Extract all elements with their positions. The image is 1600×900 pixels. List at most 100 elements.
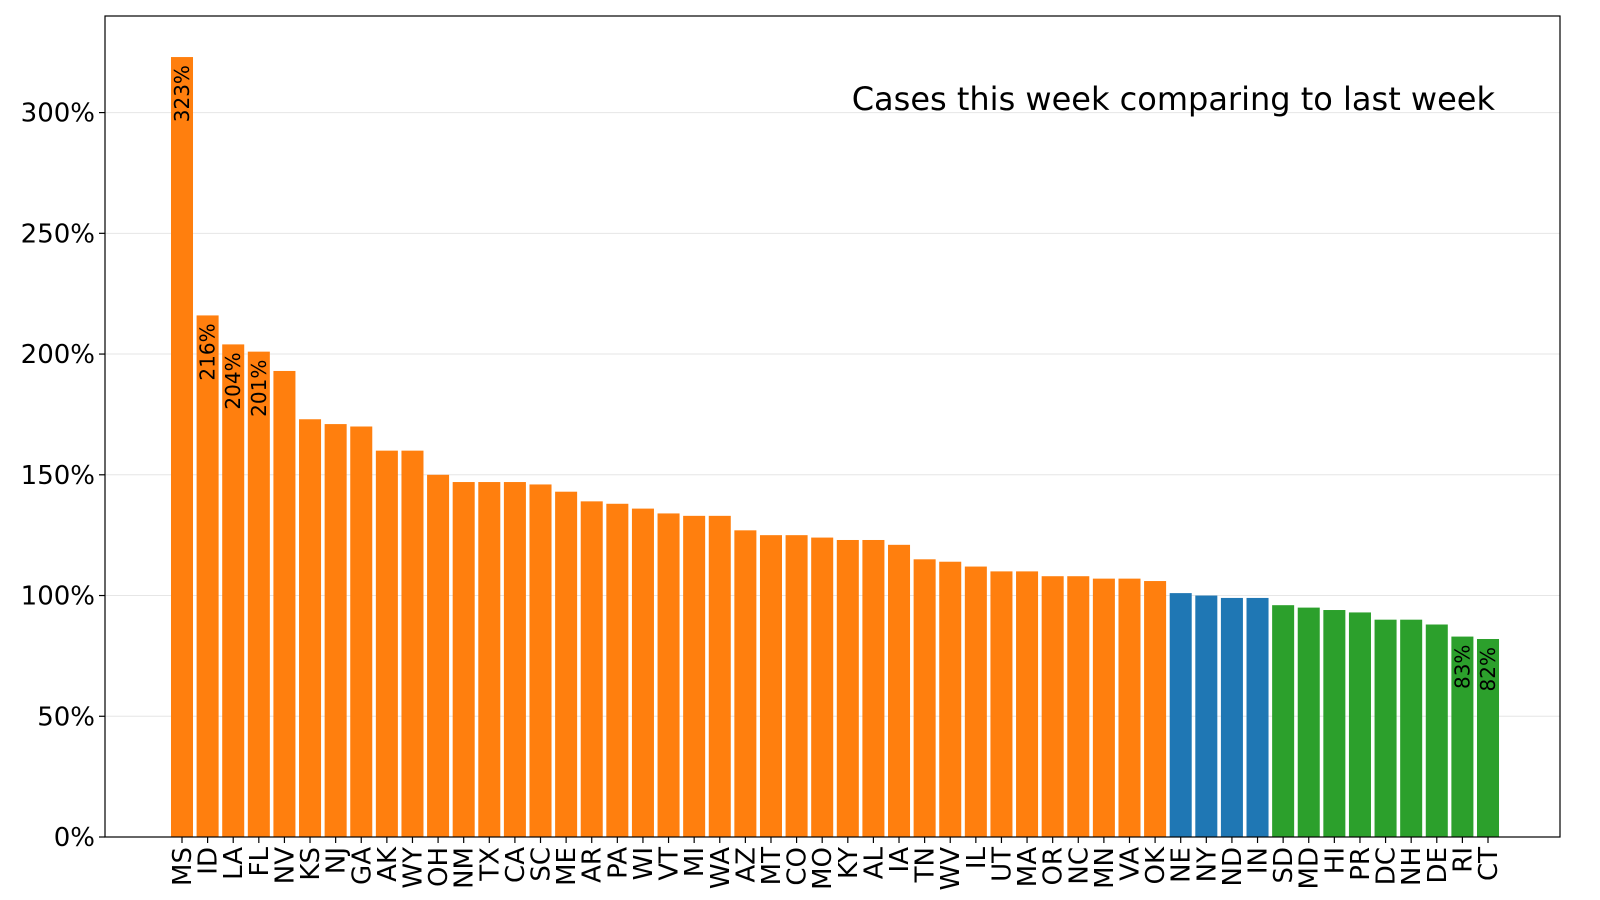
x-tick-label-ks: KS (296, 847, 326, 881)
bar-value-label: 204% (221, 352, 245, 409)
bar-nm (452, 482, 475, 837)
bar-ga (350, 426, 373, 837)
bar-wv (939, 561, 962, 837)
x-tick-label-nd: ND (1218, 847, 1248, 886)
bar-oh (427, 474, 450, 837)
bar-value-label: 201% (247, 360, 271, 417)
bar-value-labels: 323% 216%204% 201% 83% 82% (170, 65, 1500, 691)
y-tick-label: 0% (54, 823, 95, 853)
bar-pr (1348, 612, 1371, 837)
x-tick-label-ok: OK (1141, 846, 1171, 884)
bar-dc (1374, 619, 1397, 837)
bar-al (862, 539, 885, 837)
y-tick-label: 100% (21, 582, 95, 612)
x-tick-label-il: IL (962, 846, 992, 869)
chart-title: Cases this week comparing to last week (852, 80, 1496, 118)
bar-ia (888, 544, 911, 837)
bar-sc (529, 484, 552, 837)
bar-ky (836, 539, 859, 837)
x-tick-label-wy: WY (398, 847, 428, 889)
bar-value-label: 216% (196, 323, 220, 380)
x-tick-label-mi: MI (680, 847, 710, 877)
bar-ri (1451, 636, 1474, 837)
bar-me (555, 491, 578, 837)
x-tick-label-va: VA (1115, 847, 1145, 881)
x-tick-label-ar: AR (578, 847, 608, 883)
bar-mi (683, 515, 706, 837)
x-tick-label-mn: MN (1090, 847, 1120, 889)
x-tick-label-de: DE (1423, 847, 1453, 883)
bar-ct (1476, 638, 1500, 837)
plot-frame (104, 15, 1561, 838)
x-tick-label-ma: MA (1013, 847, 1043, 887)
bar-value-label: 323% (170, 65, 194, 122)
bar-vt (657, 513, 680, 837)
bar-pa (606, 503, 629, 837)
y-tick-label: 150% (21, 461, 95, 491)
y-axis-ticks: 0% 50% 100% 150% 200% 250% 300% (21, 99, 105, 853)
x-tick-label-me: ME (552, 847, 582, 886)
bar-fl (247, 351, 270, 837)
x-tick-label-ri: RI (1448, 847, 1478, 873)
x-tick-label-ga: GA (347, 847, 377, 885)
y-tick-label: 250% (21, 219, 95, 249)
bar-wa (708, 515, 731, 837)
bar-de (1425, 624, 1448, 837)
bar-nj (324, 424, 347, 837)
x-tick-label-sc: SC (527, 847, 557, 882)
bar-az (734, 530, 757, 837)
bar-sd (1272, 605, 1295, 837)
x-tick-label-id: ID (194, 847, 224, 875)
bar-ma (1016, 571, 1039, 837)
x-tick-label-ny: NY (1192, 847, 1222, 882)
x-tick-label-nv: NV (270, 847, 300, 884)
bars (170, 57, 1500, 838)
bar-id (196, 315, 219, 837)
bar-nd (1220, 597, 1243, 837)
x-tick-label-nc: NC (1064, 847, 1094, 885)
x-tick-label-wa: WA (706, 847, 736, 889)
bar-hi (1323, 610, 1346, 837)
x-tick-label-nm: NM (450, 847, 480, 889)
x-tick-label-ky: KY (834, 847, 864, 879)
x-tick-label-co: CO (783, 847, 813, 886)
x-tick-label-ct: CT (1474, 847, 1504, 881)
bar-ne (1169, 593, 1192, 837)
bar-ny (1195, 595, 1218, 837)
x-tick-label-tn: TN (911, 847, 941, 883)
x-tick-label-nh: NH (1397, 847, 1427, 886)
x-tick-label-sd: SD (1269, 847, 1299, 884)
bar-mn (1092, 578, 1115, 837)
bar-value-label: 83% (1450, 645, 1474, 689)
x-tick-label-az: AZ (731, 847, 761, 883)
bar-wi (631, 508, 654, 837)
bar-ca (503, 482, 526, 837)
bar-co (785, 535, 808, 837)
bar-wy (401, 450, 424, 837)
x-tick-label-hi: HI (1320, 847, 1350, 874)
x-tick-label-tx: TX (475, 847, 505, 882)
bar-in (1246, 597, 1269, 837)
bar-la (222, 344, 245, 837)
x-tick-label-pa: PA (603, 847, 633, 879)
x-tick-label-pr: PR (1346, 847, 1376, 881)
x-tick-label-wv: WV (936, 847, 966, 891)
x-tick-label-fl: FL (245, 846, 275, 876)
x-tick-label-md: MD (1295, 847, 1325, 889)
x-tick-label-ca: CA (501, 847, 531, 883)
bar-ut (990, 571, 1013, 837)
y-tick-label: 200% (21, 340, 95, 370)
bar-nc (1067, 576, 1090, 837)
x-tick-label-mt: MT (757, 847, 787, 885)
bar-il (964, 566, 987, 837)
x-tick-label-nj: NJ (322, 847, 352, 874)
bar-mo (811, 537, 834, 837)
bar-value-label: 82% (1476, 647, 1500, 691)
x-tick-label-vt: VT (655, 847, 685, 881)
bar-or (1041, 576, 1064, 837)
x-tick-label-ne: NE (1167, 847, 1197, 883)
x-tick-label-or: OR (1039, 847, 1069, 886)
x-tick-label-wi: WI (629, 847, 659, 880)
bar-ms (170, 57, 194, 838)
